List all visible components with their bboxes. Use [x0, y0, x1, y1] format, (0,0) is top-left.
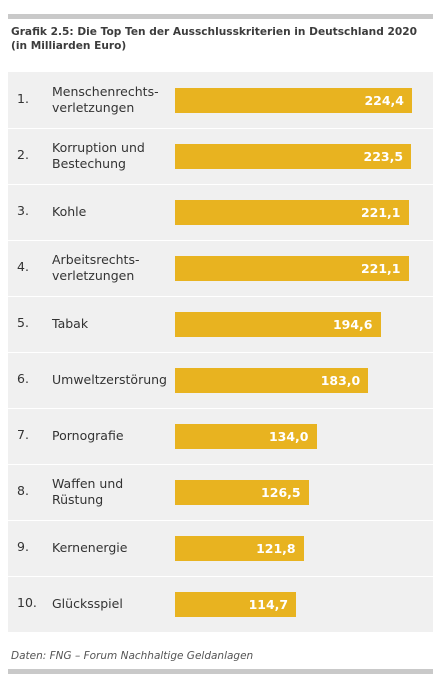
category-label-line: Umweltzerstörung — [52, 372, 167, 387]
category-label-line: verletzungen — [52, 100, 135, 115]
row-divider — [8, 296, 433, 297]
rank-label: 2. — [17, 147, 29, 162]
data-source: Daten: FNG – Forum Nachhaltige Geldanlag… — [11, 650, 254, 662]
category-label: Pornografie — [52, 428, 170, 444]
category-label-line: Kohle — [52, 204, 87, 219]
category-label: Umweltzerstörung — [52, 372, 170, 388]
category-label: Menschenrechts-verletzungen — [52, 84, 170, 116]
category-label: Korruption und Bestechung — [52, 140, 170, 172]
bar-value-label: 126,5 — [261, 484, 301, 500]
category-label: Glücksspiel — [52, 596, 170, 612]
category-label: Kohle — [52, 204, 170, 220]
row-divider — [8, 576, 433, 577]
bar — [175, 311, 381, 337]
category-label-line: Arbeitsrechts- — [52, 252, 140, 267]
category-label: Tabak — [52, 316, 170, 332]
bar-value-label: 114,7 — [248, 596, 289, 612]
category-label-line: verletzungen — [52, 268, 135, 283]
bar-value-label: 221,1 — [360, 204, 401, 220]
category-label-line: Rüstung — [52, 492, 104, 507]
bar — [175, 479, 309, 505]
row-divider — [8, 128, 433, 129]
row-divider — [8, 184, 433, 185]
bar-value-label: 194,6 — [332, 316, 373, 332]
row-divider — [8, 240, 433, 241]
category-label: Arbeitsrechts-verletzungen — [52, 252, 170, 284]
row-divider — [8, 408, 433, 409]
category-label-line: Kernenergie — [52, 540, 128, 555]
bar-value-label: 183,0 — [320, 372, 361, 388]
category-label: Kernenergie — [52, 540, 170, 556]
rank-label: 6. — [17, 371, 29, 386]
category-label-line: Waffen und — [52, 476, 124, 491]
rank-label: 1. — [17, 91, 29, 106]
rank-label: 3. — [17, 203, 29, 218]
rank-label: 7. — [17, 427, 29, 442]
bar — [175, 87, 412, 113]
category-label-line: Bestechung — [52, 156, 126, 171]
bar-value-label: 224,4 — [364, 92, 404, 108]
bar — [175, 143, 412, 169]
bar-value-label: 121,8 — [256, 540, 296, 556]
bar — [175, 199, 409, 225]
top-rule — [8, 14, 433, 19]
row-divider — [8, 352, 433, 353]
category-label-line: Tabak — [52, 316, 89, 331]
bar-value-label: 221,1 — [360, 260, 401, 276]
rank-label: 5. — [17, 315, 29, 330]
bar — [175, 591, 297, 617]
category-label-line: Glücksspiel — [52, 596, 123, 611]
category-label-line: Korruption und — [52, 140, 145, 155]
row-divider — [8, 520, 433, 521]
bar — [175, 535, 304, 561]
category-label: Waffen und Rüstung — [52, 476, 170, 508]
bar — [175, 255, 409, 281]
category-label-line: Menschenrechts- — [52, 84, 159, 99]
chart-title: Grafik 2.5: Die Top Ten der Ausschlusskr… — [11, 25, 436, 53]
bottom-rule — [8, 669, 433, 674]
bar — [175, 423, 317, 449]
rank-label: 8. — [17, 483, 29, 498]
bar — [175, 367, 369, 393]
row-divider — [8, 464, 433, 465]
chart-title-line-1: Grafik 2.5: Die Top Ten der Ausschlusskr… — [11, 26, 417, 38]
bar-value-label: 223,5 — [363, 148, 404, 164]
chart-subtitle: (in Milliarden Euro) — [11, 40, 127, 52]
bar-value-label: 134,0 — [268, 428, 309, 444]
category-label-line: Pornografie — [52, 428, 124, 443]
rank-label: 10. — [17, 595, 37, 610]
rank-label: 9. — [17, 539, 29, 554]
rank-label: 4. — [17, 259, 29, 274]
